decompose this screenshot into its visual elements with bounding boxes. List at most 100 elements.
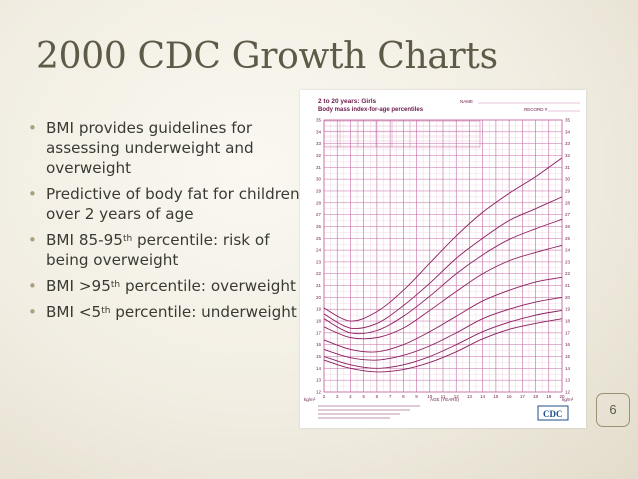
y-tick-label-right: 17 [565,330,571,335]
y-tick-label-right: 32 [565,153,571,158]
x-tick-label: 19 [546,394,552,399]
bullet-text: percentile: overweight [120,277,296,295]
y-tick-label-left: 34 [316,129,322,134]
x-tick-label: 17 [520,394,526,399]
x-tick-label: 3 [336,394,339,399]
x-tick-label: 10 [427,394,433,399]
bullet-item: BMI >95th percentile: overweight [28,276,306,296]
y-tick-label-left: 31 [316,165,322,170]
y-tick-label-left: 19 [316,307,322,312]
y-tick-label-left: 26 [316,224,322,229]
y-tick-label-right: 22 [565,271,571,276]
bullet-text: BMI <5 [46,303,102,321]
y-tick-label-left: 13 [316,378,322,383]
bullet-item: Predictive of body fat for children over… [28,184,306,224]
y-tick-label-left: 18 [316,319,322,324]
y-tick-label-right: 12 [565,390,571,395]
y-tick-label-left: 29 [316,188,322,193]
x-tick-label: 2 [323,394,326,399]
bullet-item: BMI 85-95th percentile: risk of being ov… [28,230,306,270]
cdc-logo-text: CDC [543,409,563,419]
y-tick-label-right: 24 [565,248,571,253]
y-tick-label-left: 21 [316,283,322,288]
x-tick-label: 4 [349,394,352,399]
unit-label-right: kg/m² [562,397,574,402]
x-tick-label: 12 [454,394,460,399]
bullet-item: BMI provides guidelines for assessing un… [28,118,306,178]
y-tick-label-right: 33 [565,141,571,146]
x-axis-title: AGE (YEARS) [430,397,460,402]
percentile-curves [323,157,563,373]
y-tick-label-left: 30 [316,177,322,182]
y-tick-labels: 12 12 13 13 14 14 15 15 16 16 17 17 18 18 19 19 20 20 21 21… [316,118,571,395]
record-table-frame [323,120,481,148]
record-label: RECORD # [524,107,548,112]
bmi-percentile-chart: 2 to 20 years: Girls Body mass index-for… [304,98,580,421]
bullet-text: percentile: underweight [110,303,297,321]
y-tick-label-left: 25 [316,236,322,241]
y-tick-label-right: 18 [565,319,571,324]
x-tick-label: 14 [480,394,486,399]
chart-title-line2: Body mass index-for-age percentiles [318,107,424,113]
growth-chart-image: 2 to 20 years: Girls Body mass index-for… [300,90,586,428]
slide-title: 2000 CDC Growth Charts [36,36,498,77]
y-tick-label-right: 21 [565,283,571,288]
y-tick-label-right: 16 [565,342,571,347]
cdc-logo [537,405,569,421]
name-label: NAME [460,99,473,104]
percentile-curve-95th [323,157,563,322]
bullet-item: BMI <5th percentile: underweight [28,302,306,322]
y-tick-label-left: 12 [316,390,322,395]
y-tick-label-right: 26 [565,224,571,229]
y-tick-label-left: 20 [316,295,322,300]
y-tick-label-right: 31 [565,165,571,170]
y-tick-label-left: 35 [316,118,322,123]
y-tick-label-left: 15 [316,354,322,359]
chart-title-line1: 2 to 20 years: Girls [318,98,377,105]
y-tick-label-left: 24 [316,248,322,253]
bullet-text: BMI 85-95 [46,231,123,249]
percentile-curve-85th [323,218,563,335]
x-tick-label: 5 [362,394,365,399]
bullet-text: percentile: risk of being overweight [46,231,270,269]
y-tick-label-left: 33 [316,141,322,146]
bullet-superscript: th [122,234,133,244]
y-tick-label-left: 27 [316,212,322,217]
percentile-curve-50th [323,276,563,353]
bullet-superscript: th [110,280,121,290]
y-tick-label-right: 20 [565,295,571,300]
percentile-curve-75th [323,244,563,340]
bullet-superscript: th [101,306,111,316]
y-tick-label-right: 34 [565,129,571,134]
y-tick-label-left: 17 [316,330,322,335]
bullet-list: BMI provides guidelines for assessing un… [28,118,306,328]
bullet-text: Predictive of body fat for children over… [46,185,300,223]
y-tick-label-left: 23 [316,259,322,264]
y-tick-label-right: 23 [565,259,571,264]
y-tick-label-right: 27 [565,212,571,217]
percentile-curve-10th [323,309,563,369]
y-tick-label-left: 16 [316,342,322,347]
x-tick-label: 16 [507,394,513,399]
x-tick-label: 13 [467,394,473,399]
percentile-curve-5th [323,318,563,373]
y-tick-label-right: 35 [565,118,571,123]
percentile-curve-25th [323,296,563,361]
percentile-curve-90th [323,196,563,330]
slide-number-badge: 6 [596,393,630,427]
x-tick-label: 15 [493,394,499,399]
unit-label-left: kg/m² [304,397,316,402]
y-tick-label-right: 28 [565,200,571,205]
y-tick-label-right: 29 [565,188,571,193]
y-tick-label-right: 13 [565,378,571,383]
y-tick-label-left: 14 [316,366,322,371]
y-tick-label-right: 25 [565,236,571,241]
y-tick-label-left: 22 [316,271,322,276]
y-tick-label-right: 15 [565,354,571,359]
x-tick-label: 6 [376,394,379,399]
y-tick-label-right: 30 [565,177,571,182]
x-tick-labels: 2 3 4 5 6 7 8 9 10 11 12 13 14 15 16 17 18 19 20 [323,394,565,399]
chart-footnote [318,405,420,419]
chart-grid [323,119,563,393]
bullet-text: BMI >95 [46,277,111,295]
